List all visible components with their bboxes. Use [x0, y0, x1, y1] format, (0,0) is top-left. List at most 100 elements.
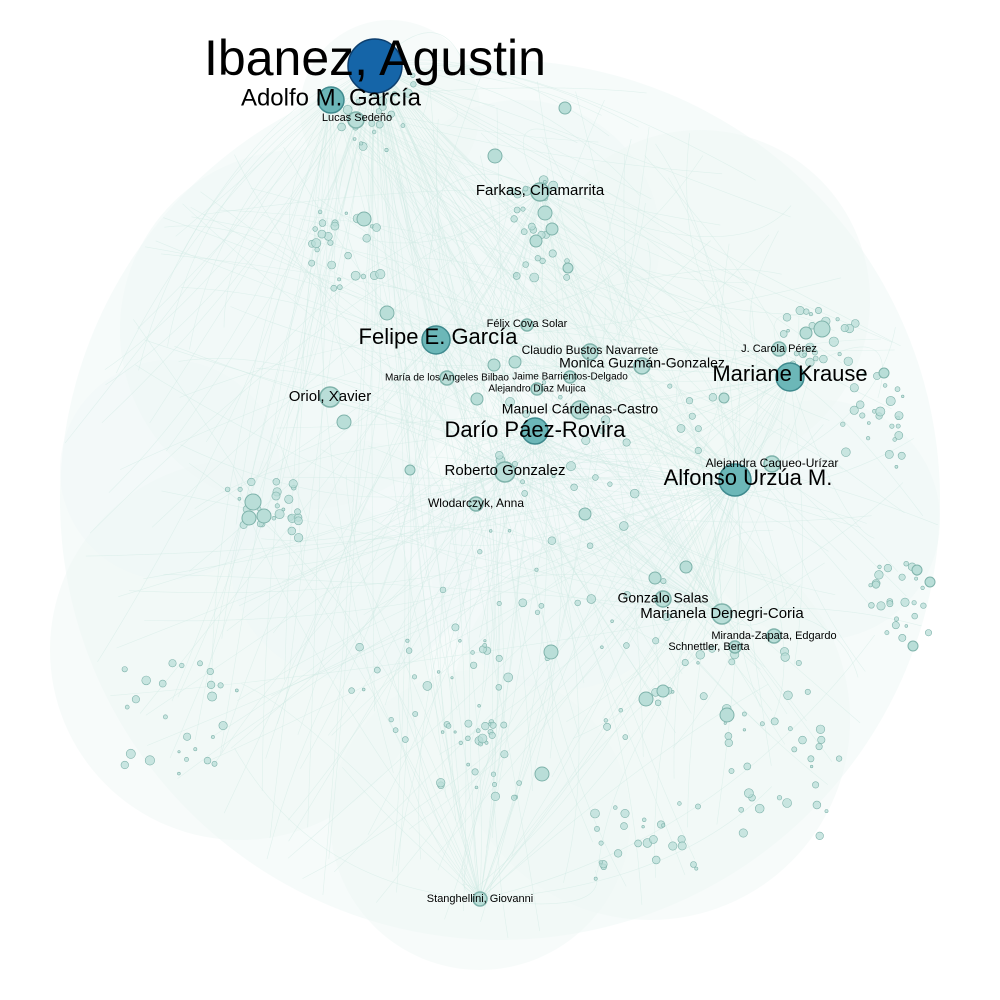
minor-node: [661, 823, 666, 828]
minor-node: [197, 660, 203, 667]
minor-node: [294, 508, 301, 516]
graph-edge: [363, 191, 541, 583]
graph-edge: [408, 531, 481, 900]
minor-node: [372, 223, 381, 232]
node-alfonso[interactable]: [718, 463, 752, 497]
minor-node: [539, 257, 546, 265]
minor-node: [274, 503, 280, 509]
node-oriol[interactable]: [319, 386, 341, 408]
minor-node: [217, 682, 224, 689]
graph-edge: [435, 339, 580, 735]
node-felix[interactable]: [520, 318, 534, 332]
minor-node: [271, 491, 281, 501]
graph-edge: [370, 339, 437, 621]
minor-node: [207, 680, 216, 690]
graph-edge: [374, 65, 458, 711]
minor-node: [813, 320, 831, 338]
node-stanghellini[interactable]: [472, 891, 488, 907]
minor-node: [534, 609, 541, 615]
graph-edge: [473, 316, 736, 481]
graph-edge: [459, 220, 500, 900]
node-alejandra[interactable]: [763, 455, 781, 473]
minor-node: [342, 105, 353, 115]
graph-edge: [551, 479, 736, 778]
minor-node: [439, 586, 447, 594]
minor-node: [247, 477, 256, 487]
minor-node: [837, 352, 842, 357]
node-monica[interactable]: [633, 357, 651, 375]
minor-node: [623, 642, 630, 649]
minor-node: [648, 571, 662, 585]
node-miranda[interactable]: [766, 628, 782, 644]
minor-node: [754, 803, 765, 814]
node-dario[interactable]: [521, 417, 549, 445]
node-label-manuel: Manuel Cárdenas-Castro: [502, 401, 659, 417]
graph-edge: [504, 471, 766, 668]
minor-node: [551, 474, 556, 479]
node-marianela[interactable]: [711, 603, 733, 625]
graph-edge: [330, 99, 677, 544]
minor-node: [500, 721, 508, 729]
graph-edge: [178, 358, 506, 473]
node-felipe[interactable]: [421, 325, 451, 355]
minor-node: [563, 273, 571, 281]
graph-edge: [479, 562, 825, 900]
minor-node: [490, 791, 501, 802]
node-schnettler[interactable]: [728, 640, 742, 654]
minor-node: [288, 479, 298, 489]
minor-node: [866, 421, 871, 425]
minor-node: [892, 437, 897, 442]
minor-node: [600, 645, 604, 649]
node-lucas[interactable]: [347, 111, 365, 129]
node-wlodarczyk[interactable]: [468, 496, 484, 512]
graph-edge: [789, 376, 875, 539]
minor-node: [356, 211, 372, 227]
minor-node: [529, 234, 543, 248]
minor-node: [131, 695, 140, 704]
graph-edge: [371, 65, 376, 712]
graph-edge: [716, 479, 741, 825]
graph-edge: [345, 475, 481, 900]
node-ibanez[interactable]: [347, 38, 403, 94]
node-jcarola[interactable]: [771, 341, 787, 357]
minor-node: [911, 564, 923, 576]
graph-edge: [361, 358, 506, 473]
node-manuel[interactable]: [570, 400, 590, 420]
node-roberto[interactable]: [494, 461, 516, 483]
graph-edge: [534, 430, 828, 785]
minor-node: [384, 148, 389, 153]
graph-edge: [288, 376, 791, 567]
node-farkas[interactable]: [530, 182, 550, 202]
graph-edge: [209, 479, 736, 761]
minor-node: [392, 727, 399, 734]
minor-node: [819, 354, 828, 364]
graph-edge: [276, 433, 481, 900]
minor-node: [445, 723, 452, 729]
minor-node: [782, 798, 792, 808]
graph-edge: [673, 376, 791, 779]
node-label-roberto: Roberto Gonzalez: [445, 462, 566, 479]
node-alejandro[interactable]: [530, 382, 544, 396]
minor-node: [871, 580, 880, 589]
minor-node: [312, 226, 318, 232]
graph-edge: [110, 613, 723, 696]
minor-node: [436, 778, 446, 788]
graph-edge: [374, 65, 842, 364]
graph-edge: [266, 430, 536, 860]
minor-node: [470, 650, 475, 655]
node-adolfo[interactable]: [317, 86, 345, 114]
graph-edge: [330, 99, 834, 641]
minor-node: [600, 415, 611, 425]
node-mariane[interactable]: [775, 362, 805, 392]
minor-node: [619, 521, 629, 531]
graph-edge: [479, 684, 769, 900]
node-claudio[interactable]: [581, 343, 599, 361]
node-maria[interactable]: [439, 370, 455, 386]
node-gonzalo[interactable]: [654, 590, 672, 608]
node-jaime[interactable]: [563, 370, 577, 384]
graph-edge: [319, 99, 394, 774]
graph-edge: [539, 191, 792, 237]
minor-node: [375, 269, 386, 280]
graph-edge: [221, 65, 376, 639]
minor-node: [355, 642, 364, 652]
